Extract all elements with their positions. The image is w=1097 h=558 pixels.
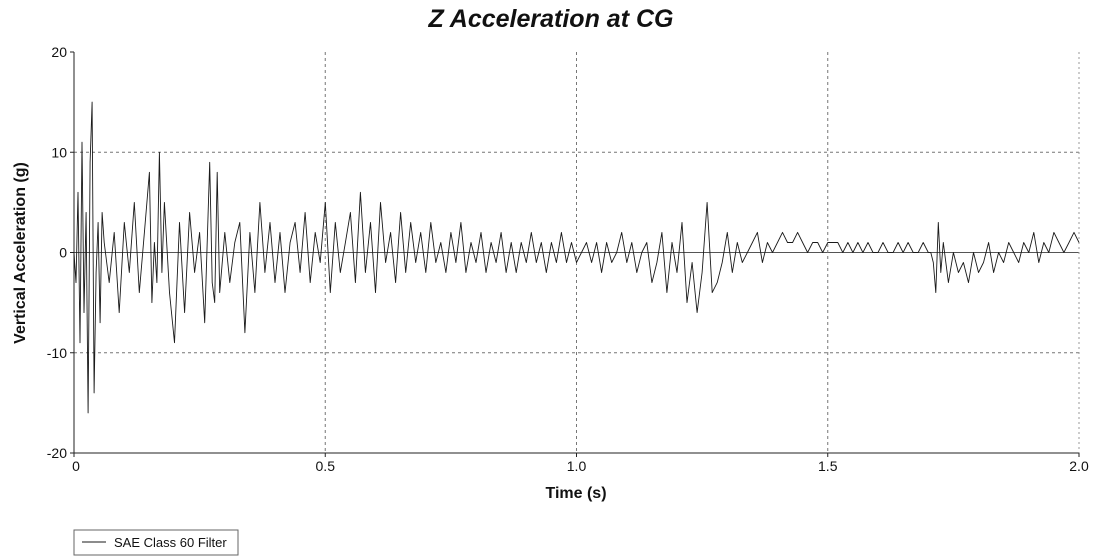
series-line-0 bbox=[73, 101, 1080, 414]
y-axis-label: Vertical Acceleration (g) bbox=[12, 162, 29, 344]
y-tick-label-0: -20 bbox=[47, 445, 67, 461]
series-lines bbox=[73, 101, 1080, 414]
tick-labels: -20 -10 0 10 20 0 0.5 1.0 1.5 2.0 bbox=[47, 44, 1089, 474]
x-tick-label-0: 0 bbox=[72, 458, 80, 474]
x-tick-label-4: 2.0 bbox=[1069, 458, 1089, 474]
y-tick-label-4: 20 bbox=[51, 44, 67, 60]
legend: SAE Class 60 Filter bbox=[73, 529, 239, 556]
y-tick-label-1: -10 bbox=[47, 345, 67, 361]
x-axis-label: Time (s) bbox=[545, 485, 606, 502]
chart-title: Z Acceleration at CG bbox=[428, 5, 674, 33]
legend-label: SAE Class 60 Filter bbox=[114, 535, 227, 550]
x-tick-label-3: 1.5 bbox=[818, 458, 838, 474]
x-tick-label-2: 1.0 bbox=[567, 458, 587, 474]
y-tick-label-2: 0 bbox=[59, 245, 67, 261]
x-tick-label-1: 0.5 bbox=[316, 458, 336, 474]
y-tick-label-3: 10 bbox=[51, 144, 67, 160]
